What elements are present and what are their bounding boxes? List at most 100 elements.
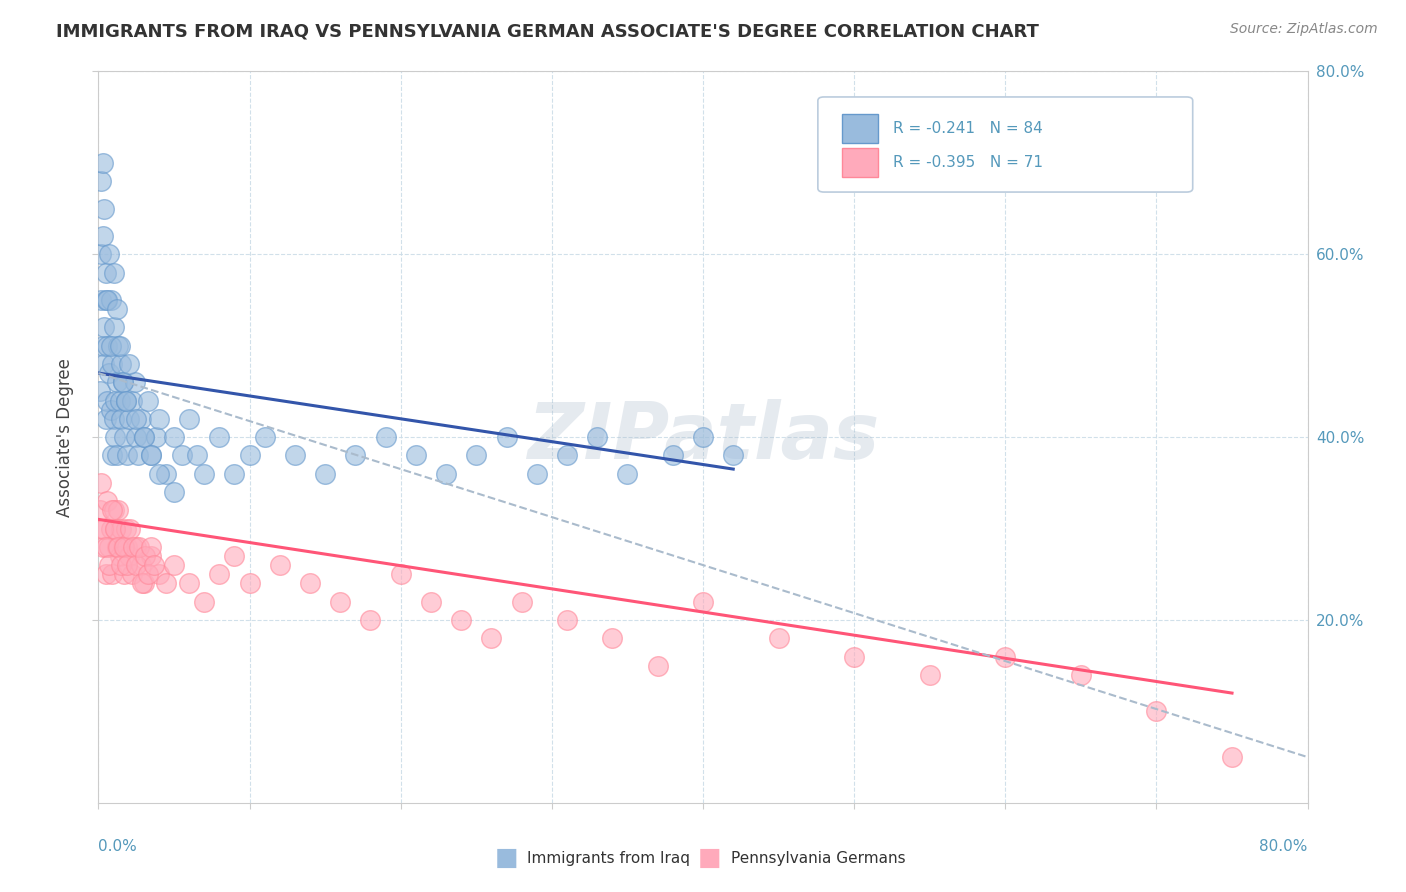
Point (555, 448, 578, 462)
Point (101, 448, 124, 462)
Text: IMMIGRANTS FROM IRAQ VS PENNSYLVANIA GERMAN ASSOCIATE'S DEGREE CORRELATION CHART: IMMIGRANTS FROM IRAQ VS PENNSYLVANIA GER… (56, 22, 1039, 40)
Point (125, 558, 148, 573)
Point (114, 521, 136, 535)
Point (136, 393, 159, 408)
Point (918, 667, 941, 681)
Point (253, 430, 276, 444)
Text: Source: ZipAtlas.com: Source: ZipAtlas.com (1230, 22, 1378, 37)
Point (420, 594, 443, 608)
Point (208, 567, 231, 582)
Point (647, 658, 669, 673)
Point (434, 467, 457, 481)
Point (96, 393, 118, 408)
Point (105, 448, 128, 462)
Point (115, 448, 138, 462)
Point (128, 540, 150, 554)
Point (143, 558, 166, 573)
Point (91, 156, 114, 170)
Point (107, 540, 129, 554)
Text: ■: ■ (495, 847, 517, 870)
Point (118, 357, 141, 371)
Point (186, 448, 208, 462)
Point (768, 632, 790, 646)
Point (108, 549, 131, 563)
Point (602, 632, 624, 646)
Point (111, 375, 134, 389)
Point (844, 649, 866, 664)
Point (141, 549, 163, 563)
Point (120, 521, 142, 535)
Point (526, 467, 548, 481)
Point (90, 247, 112, 261)
FancyBboxPatch shape (842, 114, 879, 143)
Point (100, 338, 122, 352)
Point (193, 467, 215, 481)
Point (114, 393, 136, 408)
Point (94, 266, 117, 280)
Text: 80.0%: 80.0% (1260, 839, 1308, 855)
Point (723, 448, 745, 462)
Point (148, 567, 170, 582)
Point (98, 366, 121, 380)
Point (110, 357, 132, 371)
Point (105, 375, 128, 389)
Point (314, 467, 336, 481)
Point (111, 540, 134, 554)
Point (105, 540, 128, 554)
Text: Immigrants from Iraq: Immigrants from Iraq (527, 851, 690, 865)
Point (374, 430, 396, 444)
Point (132, 430, 155, 444)
Point (105, 301, 128, 317)
Point (450, 613, 472, 627)
Point (93, 320, 115, 334)
Point (132, 430, 155, 444)
Point (103, 412, 125, 426)
Point (90, 174, 112, 188)
Point (1144, 705, 1167, 719)
Point (134, 549, 156, 563)
Text: R = -0.241   N = 84: R = -0.241 N = 84 (893, 121, 1043, 136)
Point (100, 521, 122, 535)
Point (389, 567, 412, 582)
Point (692, 594, 714, 608)
Point (179, 412, 201, 426)
Point (112, 567, 135, 582)
Point (208, 430, 231, 444)
Point (121, 567, 143, 582)
Point (127, 448, 149, 462)
Point (107, 338, 129, 352)
Point (98, 558, 121, 573)
Point (90, 475, 112, 490)
Point (1220, 750, 1243, 764)
Point (179, 576, 201, 591)
Point (94, 293, 117, 307)
Point (124, 375, 146, 389)
Point (239, 576, 262, 591)
Point (125, 430, 148, 444)
Point (101, 567, 124, 582)
Point (111, 375, 134, 389)
Point (94, 540, 117, 554)
Text: 0.0%: 0.0% (98, 839, 138, 855)
Point (98, 540, 121, 554)
Point (96, 293, 118, 307)
Point (121, 393, 143, 408)
Point (108, 338, 131, 352)
FancyBboxPatch shape (818, 97, 1192, 192)
Text: ■: ■ (699, 847, 721, 870)
Point (586, 430, 609, 444)
Point (465, 448, 488, 462)
Point (91, 229, 114, 244)
Point (170, 448, 193, 462)
Point (91, 540, 114, 554)
Point (89, 503, 111, 517)
Point (148, 467, 170, 481)
Point (94, 412, 117, 426)
Point (329, 594, 352, 608)
Point (112, 430, 135, 444)
Point (93, 357, 115, 371)
Point (93, 521, 115, 535)
Point (1070, 667, 1092, 681)
Point (104, 430, 127, 444)
Point (103, 503, 125, 517)
